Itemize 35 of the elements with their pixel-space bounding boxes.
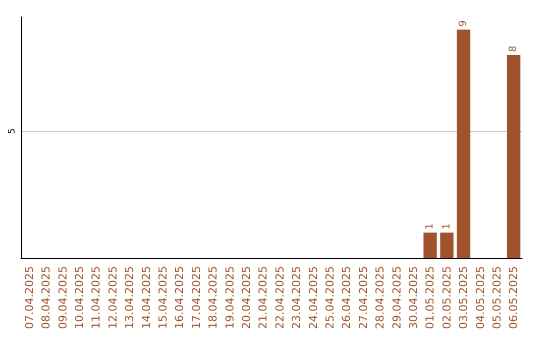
x-tick-label: 09.04.2025 <box>56 266 70 330</box>
x-tick-label: 12.04.2025 <box>106 266 120 330</box>
x-tick-label: 22.04.2025 <box>273 266 286 330</box>
y-tick-label: 5 <box>8 128 18 134</box>
x-tick-label: 11.04.2025 <box>90 266 103 330</box>
x-tick-label: 27.04.2025 <box>356 266 370 330</box>
data-label: 1 <box>441 223 452 230</box>
x-tick-label: 08.04.2025 <box>40 266 53 330</box>
x-tick-label: 15.04.2025 <box>156 266 170 330</box>
x-tick-label: 24.04.2025 <box>306 266 320 330</box>
x-tick-label: 18.04.2025 <box>206 266 220 330</box>
x-tick-label: 19.04.2025 <box>223 266 236 330</box>
x-tick-label: 03.05.2025 <box>457 266 470 330</box>
x-tick-label: 30.04.2025 <box>406 266 420 330</box>
x-tick-label: 17.04.2025 <box>190 266 203 330</box>
x-tick-label: 14.04.2025 <box>140 266 153 330</box>
x-tick-label: 16.04.2025 <box>173 266 186 330</box>
x-tick-label: 29.04.2025 <box>390 266 404 330</box>
x-tick-label: 05.05.2025 <box>490 266 504 330</box>
x-tick-label: 02.05.2025 <box>440 266 454 330</box>
x-tick-label: 13.04.2025 <box>123 266 136 330</box>
x-tick-label: 25.04.2025 <box>323 266 336 330</box>
x-tick-label: 04.05.2025 <box>474 266 487 330</box>
x-tick-label: 20.04.2025 <box>240 266 253 330</box>
x-tick-label: 01.05.2025 <box>424 266 437 330</box>
x-tick-label: 07.04.2025 <box>22 266 36 330</box>
data-label: 1 <box>424 223 436 230</box>
x-tick-label: 10.04.2025 <box>72 266 86 330</box>
x-tick-label: 28.04.2025 <box>374 266 387 330</box>
x-tick-label: 21.04.2025 <box>256 266 270 330</box>
data-label: 9 <box>458 20 470 27</box>
x-tick-label: 06.05.2025 <box>507 266 520 330</box>
x-tick-label: 23.04.2025 <box>290 266 304 330</box>
data-label: 8 <box>508 46 520 52</box>
x-tick-label: 26.04.2025 <box>340 266 354 330</box>
